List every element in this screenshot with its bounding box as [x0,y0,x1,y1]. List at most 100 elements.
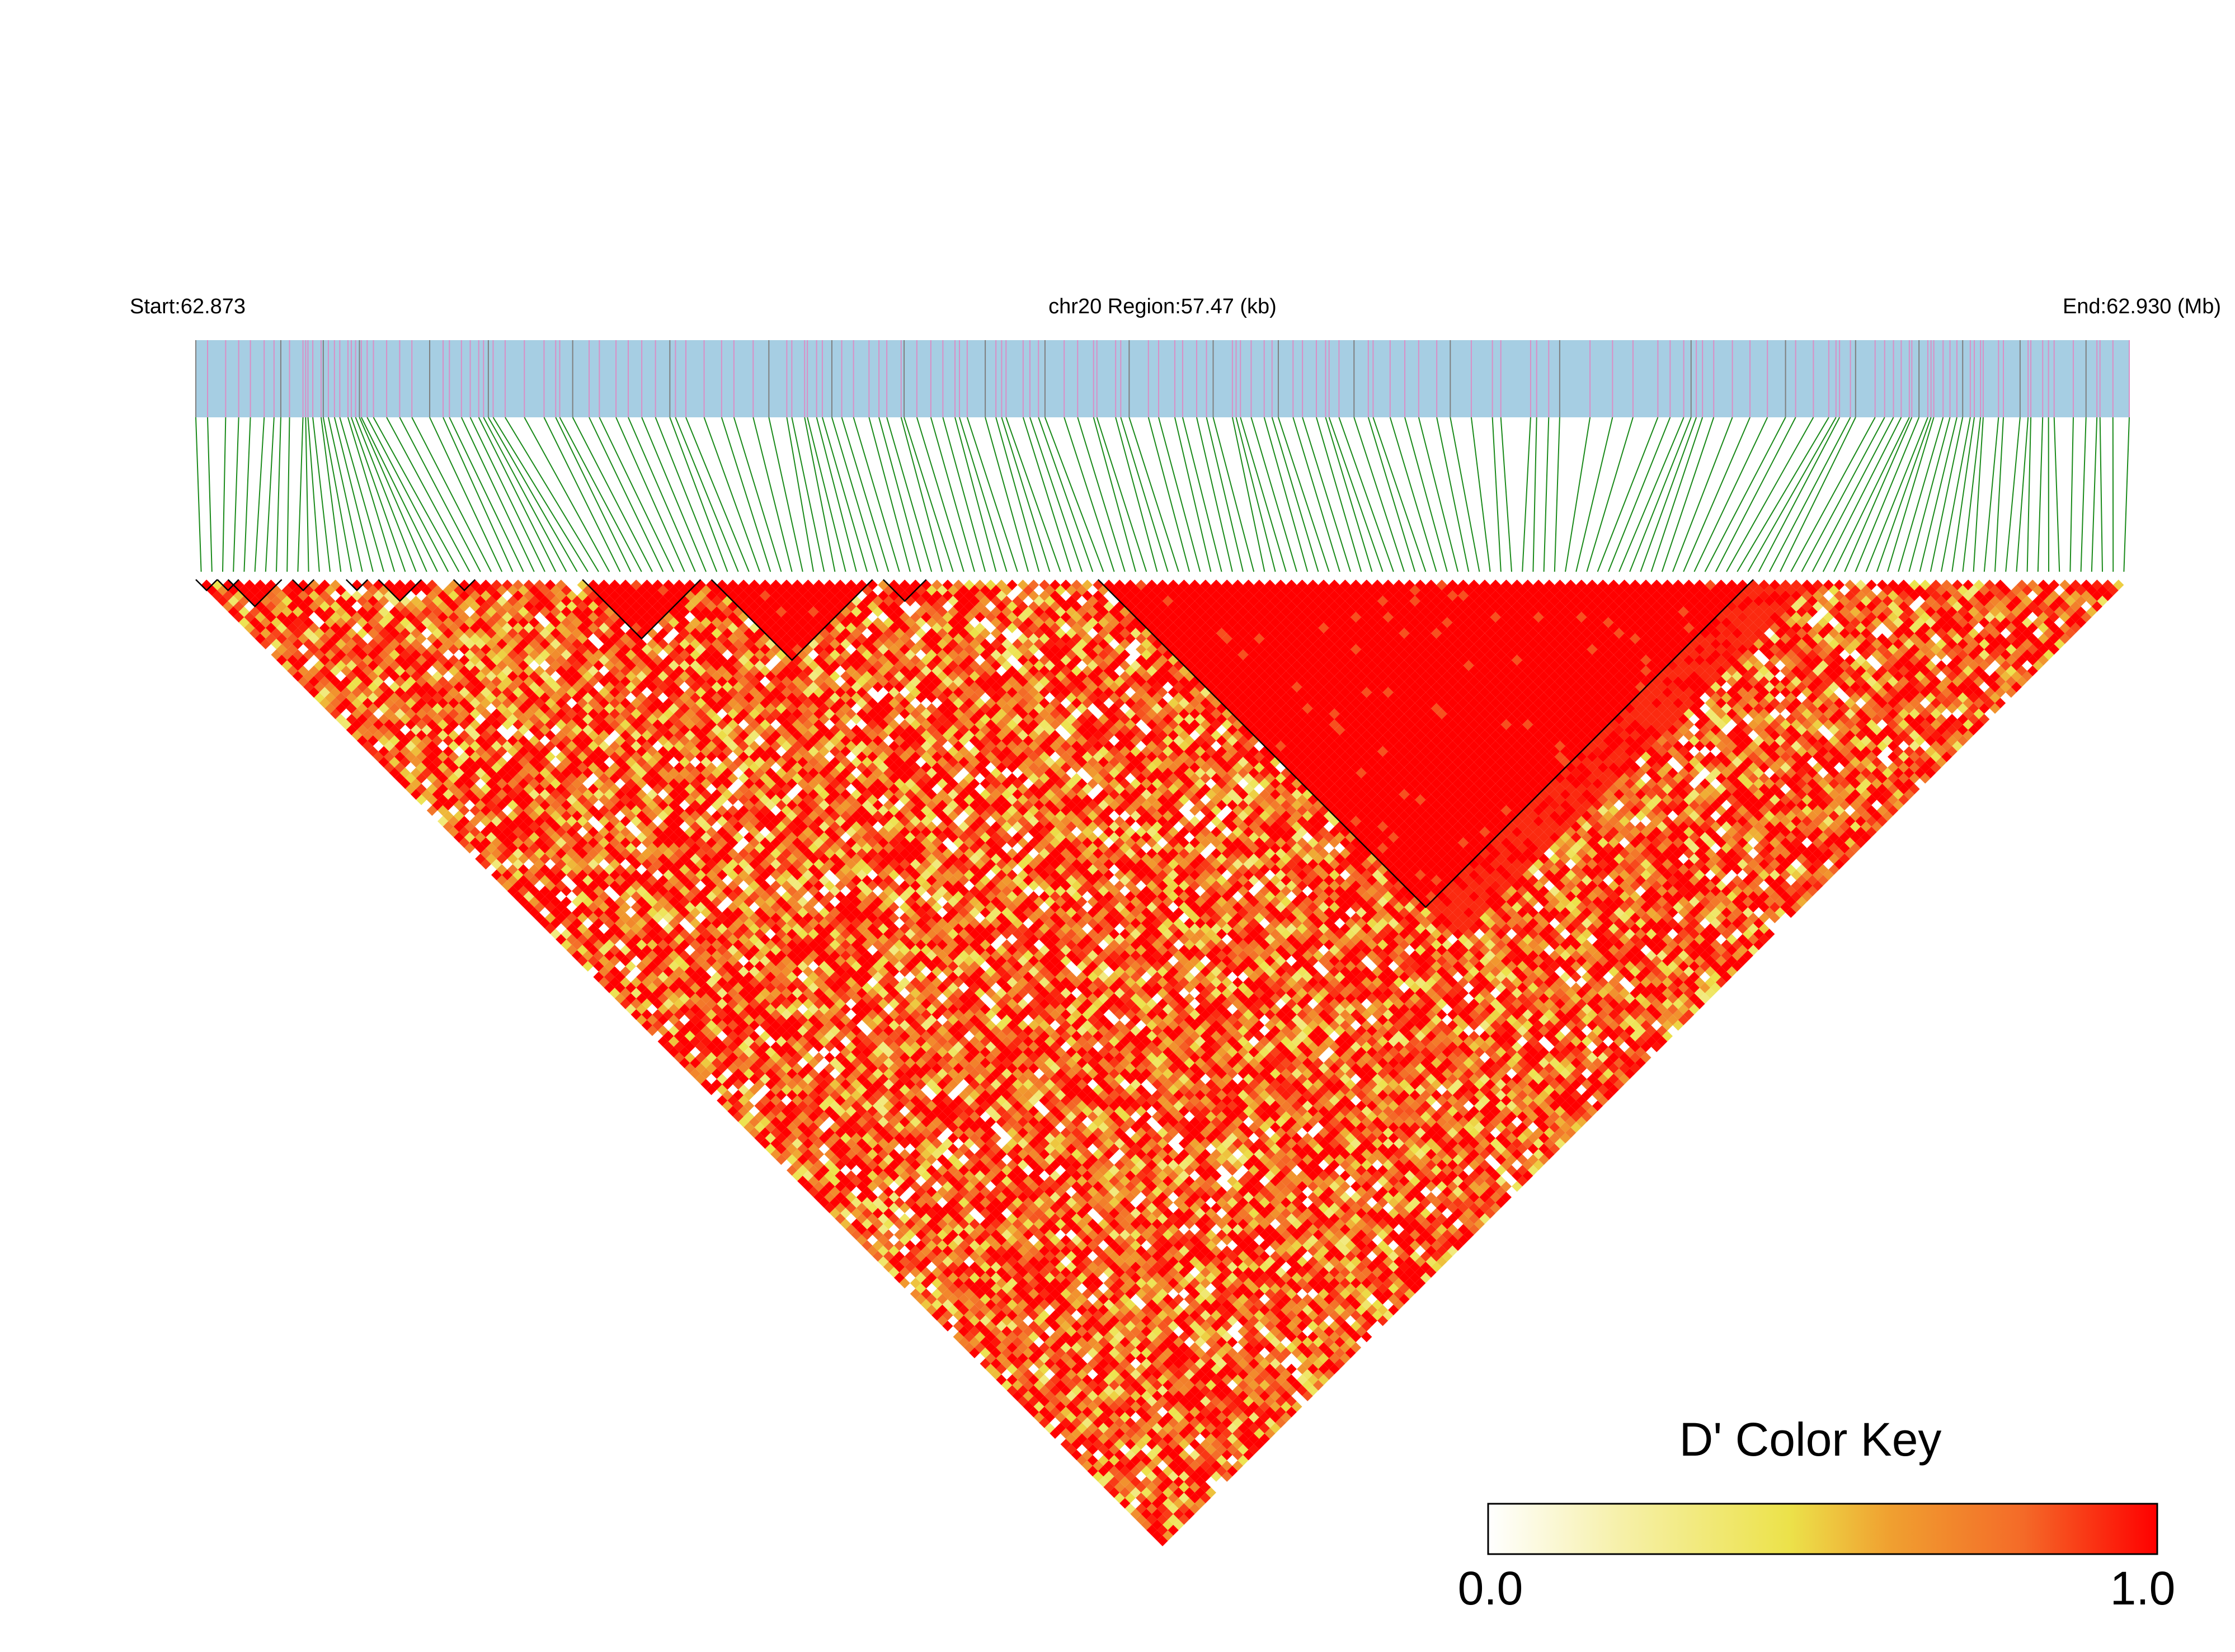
ld-cell [775,1132,787,1143]
ld-cell [975,1331,986,1343]
snp-connector-line [1844,417,1913,572]
ld-cell [582,929,594,940]
ld-cell [545,902,556,913]
snp-connector-line [1196,417,1233,572]
ld-cell [518,864,529,875]
snp-connector-line [505,417,599,572]
ld-cell [1076,1444,1088,1455]
ld-cell [1093,1449,1104,1461]
ld-cell [856,1213,867,1224]
region-title-label: chr20 Region:57.47 (kb) [1048,295,1277,318]
ld-cell [550,929,561,940]
ld-cell [351,708,363,719]
ld-cell [276,655,288,666]
ld-cell [496,843,507,854]
ld-cell [862,1218,873,1230]
ld-cell [921,1288,932,1300]
ld-cell [384,751,395,763]
ld-cell [475,853,486,864]
ld-cell [255,633,266,644]
ld-cell [985,1342,996,1353]
ld-cell [985,1353,996,1364]
ld-cell [1130,1508,1141,1519]
ld-cell [652,998,664,1009]
ld-cell [298,655,309,666]
ld-cell [663,1041,674,1052]
ld-cell [308,676,319,687]
ld-cell [775,1143,787,1155]
ld-cell [824,1181,835,1192]
ld-cell [975,1342,986,1353]
ld-cell [1071,1428,1082,1439]
ld-cell [808,1186,819,1197]
snp-connector-line [807,417,846,572]
snp-connector-line [1235,417,1276,572]
snp-connector-line [886,417,933,572]
ld-cell [813,1192,825,1203]
ld-cell [990,1369,1001,1380]
ld-cell [878,1256,889,1267]
ld-cell [915,1272,926,1283]
snp-connector-line [366,417,449,572]
snp-connector-line [1737,417,1829,572]
snp-connector-line [1174,417,1212,572]
ld-cell [341,719,352,730]
ld-cell [706,1052,717,1063]
ld-cell [357,724,368,736]
ld-cell [609,966,620,977]
ld-cell [695,1074,706,1085]
snp-connector-line [524,417,610,572]
ld-cell [416,762,427,773]
ld-cell [894,1262,905,1273]
ld-cell [862,1229,873,1240]
ld-cell [787,1132,798,1143]
ld-cell [910,1267,921,1278]
ld-cell [399,756,411,768]
snp-connector-line [1532,417,1537,572]
ld-cell [775,1122,787,1133]
ld-cell [760,1105,771,1117]
snp-connector-line [286,417,290,572]
ld-cell [545,912,556,924]
ld-cell [990,1358,1001,1369]
ld-cell [802,1170,813,1182]
ld-cell [641,987,652,999]
ld-cell [389,768,400,779]
ld-cell [507,864,518,875]
ld-cell [233,601,244,612]
ld-cell [695,1063,706,1074]
snp-connector-line [669,417,728,572]
snp-connector-line [2053,417,2060,572]
snp-connector-line [1277,417,1330,572]
ld-cell [523,902,534,913]
ld-cell [281,628,293,639]
ld-cell [668,1047,679,1058]
ld-cell [770,1127,782,1138]
ld-cell [905,1272,916,1283]
ld-cell [314,681,325,693]
snp-connector-line [1983,417,1999,572]
snp-connector-line [1128,417,1179,572]
ld-cell [1146,1524,1158,1536]
ld-cell [1044,1423,1055,1434]
ld-cell [459,837,470,848]
ld-cell [545,923,556,934]
ld-cell [905,1262,916,1273]
ld-cell [1082,1449,1093,1461]
snp-connector-line [1064,417,1115,572]
snp-connector-lines [195,417,2130,572]
snp-connector-line [322,417,352,572]
ld-cell [937,1315,948,1326]
snp-connector-line [373,417,460,572]
ld-cell [915,1283,926,1294]
ld-cell [888,1245,900,1256]
ld-cell [373,741,384,752]
ld-cell [727,1084,738,1095]
ld-cell [787,1154,798,1165]
ld-cell [1082,1460,1093,1471]
snp-connector-line [478,417,557,572]
ld-cell [260,606,271,618]
ld-cell [228,606,239,618]
ld-cell [287,644,298,655]
ld-cell [1163,1519,1174,1531]
